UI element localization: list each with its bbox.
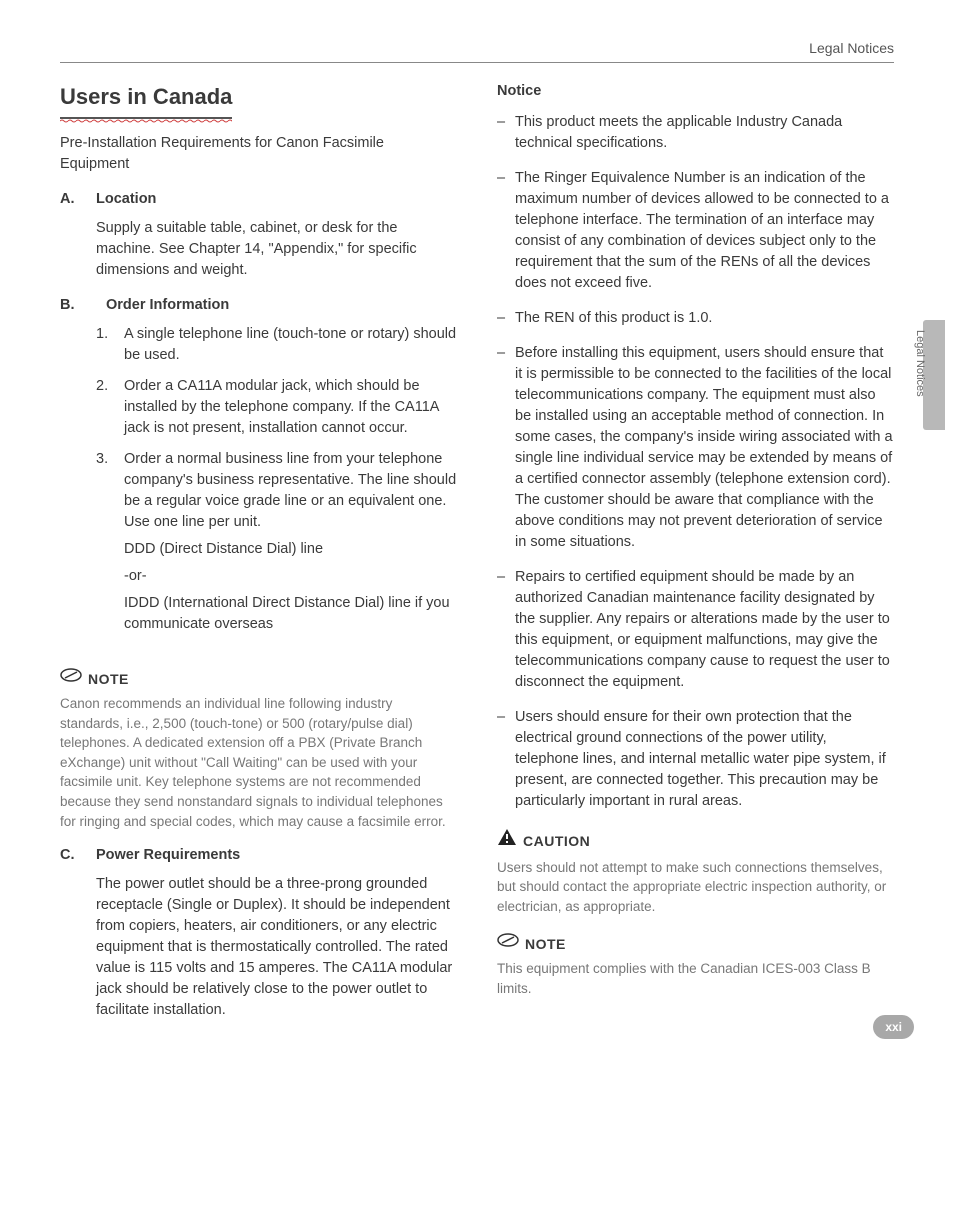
notice-item: –The Ringer Equivalence Number is an ind… bbox=[497, 168, 894, 294]
section-title: Users in Canada bbox=[60, 81, 232, 119]
n2: The Ringer Equivalence Number is an indi… bbox=[515, 168, 894, 294]
header-label: Legal Notices bbox=[60, 40, 894, 56]
caution-label: CAUTION bbox=[523, 831, 590, 851]
section-c-title: Power Requirements bbox=[96, 845, 457, 866]
n5: Repairs to certified equipment should be… bbox=[515, 567, 894, 693]
notice-list: –This product meets the applicable Indus… bbox=[497, 112, 894, 812]
right-note-body: This equipment complies with the Canadia… bbox=[497, 959, 894, 998]
n4: Before installing this equipment, users … bbox=[515, 343, 894, 553]
n1: This product meets the applicable Indust… bbox=[515, 112, 894, 154]
page-number-badge: xxi bbox=[873, 1015, 914, 1039]
notice-item: –Repairs to certified equipment should b… bbox=[497, 567, 894, 693]
b3-num: 3. bbox=[96, 449, 124, 641]
b2-txt: Order a CA11A modular jack, which should… bbox=[124, 376, 457, 439]
note-icon bbox=[497, 932, 519, 955]
side-tab-text: Legal Notices bbox=[914, 330, 926, 397]
section-c: C. Power Requirements The power outlet s… bbox=[60, 845, 457, 1021]
b-item-1: 1. A single telephone line (touch-tone o… bbox=[96, 324, 457, 366]
section-a-letter: A. bbox=[60, 189, 96, 281]
header-rule bbox=[60, 62, 894, 63]
b-item-3: 3. Order a normal business line from you… bbox=[96, 449, 457, 641]
b-item-2: 2. Order a CA11A modular jack, which sho… bbox=[96, 376, 457, 439]
page: Legal Notices Legal Notices Users in Can… bbox=[0, 0, 954, 1065]
n3: The REN of this product is 1.0. bbox=[515, 308, 894, 329]
b3-txt: Order a normal business line from your t… bbox=[124, 449, 457, 641]
b3-sub1: DDD (Direct Distance Dial) line bbox=[124, 539, 457, 560]
side-tab-bg bbox=[923, 320, 945, 430]
notice-title: Notice bbox=[497, 81, 894, 102]
left-note: NOTE Canon recommends an individual line… bbox=[60, 667, 457, 831]
b3-sub2: -or- bbox=[124, 566, 457, 587]
section-b-letter: B. bbox=[60, 295, 96, 651]
b1-txt: A single telephone line (touch-tone or r… bbox=[124, 324, 457, 366]
section-title-wrap: Users in Canada bbox=[60, 81, 457, 133]
b2-num: 2. bbox=[96, 376, 124, 439]
intro-para: Pre-Installation Requirements for Canon … bbox=[60, 133, 457, 175]
note-icon bbox=[60, 667, 82, 690]
content-columns: Users in Canada Pre-Installation Require… bbox=[60, 81, 894, 1035]
caution-icon bbox=[497, 828, 517, 853]
section-b-title: Order Information bbox=[106, 295, 457, 316]
section-a: A. Location Supply a suitable table, cab… bbox=[60, 189, 457, 281]
notice-item: –Users should ensure for their own prote… bbox=[497, 707, 894, 812]
b3-main: Order a normal business line from your t… bbox=[124, 451, 456, 530]
section-a-body: Supply a suitable table, cabinet, or des… bbox=[96, 218, 457, 281]
notice-item: –The REN of this product is 1.0. bbox=[497, 308, 894, 329]
left-note-body: Canon recommends an individual line foll… bbox=[60, 694, 457, 831]
notice-item: –Before installing this equipment, users… bbox=[497, 343, 894, 553]
left-column: Users in Canada Pre-Installation Require… bbox=[60, 81, 457, 1035]
section-a-title: Location bbox=[96, 189, 457, 210]
left-note-label: NOTE bbox=[88, 669, 129, 689]
section-b: B. Order Information 1. A single telepho… bbox=[60, 295, 457, 651]
n6: Users should ensure for their own protec… bbox=[515, 707, 894, 812]
b3-sub3: IDDD (International Direct Distance Dial… bbox=[124, 593, 457, 635]
b1-num: 1. bbox=[96, 324, 124, 366]
right-column: Notice –This product meets the applicabl… bbox=[497, 81, 894, 1035]
caution-block: CAUTION Users should not attempt to make… bbox=[497, 828, 894, 916]
section-c-body: The power outlet should be a three-prong… bbox=[96, 874, 457, 1021]
section-c-letter: C. bbox=[60, 845, 96, 1021]
notice-item: –This product meets the applicable Indus… bbox=[497, 112, 894, 154]
caution-body: Users should not attempt to make such co… bbox=[497, 858, 894, 917]
right-note-label: NOTE bbox=[525, 934, 566, 954]
right-note: NOTE This equipment complies with the Ca… bbox=[497, 932, 894, 998]
side-tab: Legal Notices bbox=[914, 320, 954, 397]
